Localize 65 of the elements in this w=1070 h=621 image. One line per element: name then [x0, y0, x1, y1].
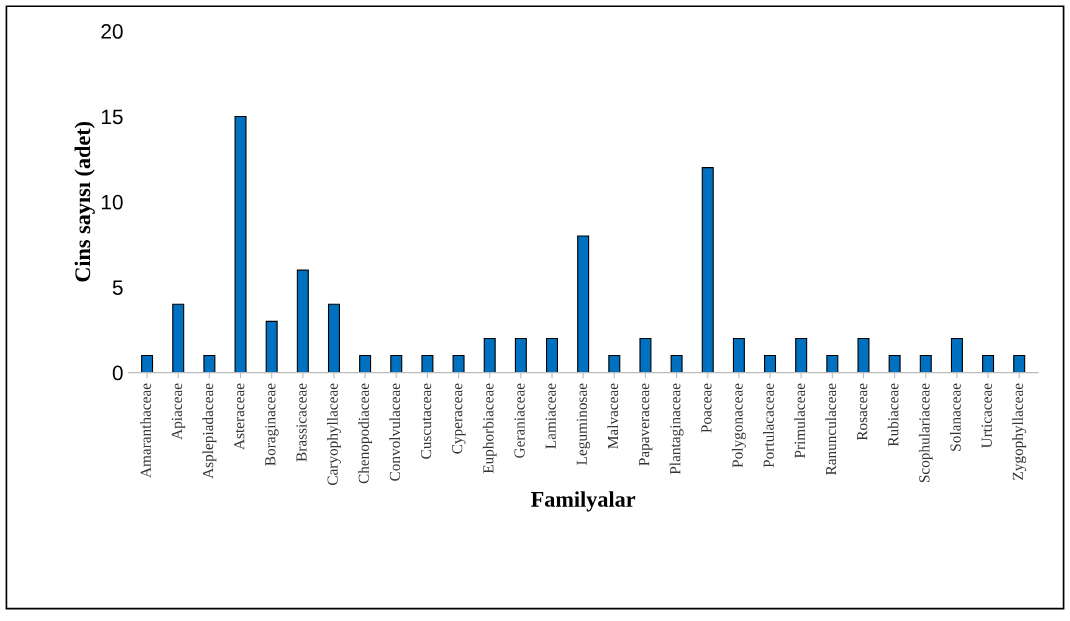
bar: [888, 354, 901, 373]
bar: [296, 269, 309, 373]
x-tick-label: Asteraceae: [234, 383, 245, 450]
x-tick-label: Asplepiadaceae: [202, 383, 217, 479]
bar: [265, 320, 278, 373]
x-tick-label: Rubiaceae: [887, 383, 899, 447]
x-tick-label: Malvaceae: [607, 383, 619, 449]
bar: [732, 337, 745, 373]
x-tick-label: Ranunculaceae: [825, 383, 837, 476]
bar: [639, 337, 652, 373]
x-tick-label: Polygonaceae: [731, 383, 746, 468]
bar: [764, 354, 777, 373]
bar: [826, 354, 839, 373]
x-tick-label: Poaceae: [701, 383, 712, 433]
x-tick-label: Urticaceae: [981, 383, 992, 448]
y-tick-label: 5: [112, 280, 123, 295]
x-tick-label: Leguminosae: [576, 383, 591, 465]
bar: [577, 235, 590, 373]
bar: [452, 354, 465, 373]
x-tick-label: Chenopodiaceae: [358, 383, 373, 484]
y-tick-label: 0: [112, 365, 123, 381]
x-tick-label: Plantaginaceae: [669, 383, 684, 475]
x-tick-label: Solanaceae: [949, 383, 961, 451]
bar: [857, 337, 870, 373]
bar: [172, 303, 185, 373]
y-tick-label: 10: [101, 194, 123, 210]
x-axis-title: Familyalar: [531, 491, 636, 512]
bar: [203, 354, 216, 373]
x-tick-label: Geraniaceae: [514, 383, 525, 458]
bar: [982, 354, 995, 373]
bar: [234, 115, 247, 373]
bar: [421, 354, 434, 373]
x-tick-label: Portulacaceae: [763, 383, 774, 468]
bar: [670, 354, 683, 373]
bar: [608, 354, 621, 373]
x-tick-label: Zygophyllaceae: [1012, 383, 1027, 480]
x-tick-label: Apiaceae: [171, 383, 186, 440]
x-tick-label: Boraginaceae: [265, 383, 279, 466]
bar: [483, 337, 496, 373]
bar: [327, 303, 340, 373]
x-tick-label: Primulaceae: [794, 383, 806, 459]
x-tick-label: Brassicaceae: [296, 383, 307, 462]
x-tick-label: Convolvulaceae: [389, 383, 401, 481]
bar: [919, 354, 932, 373]
y-tick-label: 15: [101, 109, 123, 125]
bar: [701, 167, 714, 373]
bar: [514, 337, 527, 373]
x-tick-label: Cyperaceae: [452, 383, 466, 454]
x-tick-label: Caryophyllaceae: [327, 383, 341, 486]
x-tick-label: Amaranthaceae: [140, 383, 151, 478]
bar: [141, 354, 154, 373]
bar: [359, 354, 372, 373]
bar: [545, 337, 559, 373]
x-tick-label: Rosaceae: [857, 383, 868, 441]
x-tick-label: Euphorbiaceae: [482, 383, 497, 474]
x-tick-label: Papaveraceae: [639, 383, 653, 466]
x-tick-label: Lamiaceae: [545, 383, 556, 449]
y-axis-title: Cins sayısı (adet): [74, 121, 95, 282]
x-tick-label: Cuscutaceae: [420, 383, 432, 459]
y-tick-label: 20: [101, 24, 123, 39]
bar: [950, 337, 963, 373]
bar: [390, 354, 403, 373]
x-tick-label: Scophulariaceae: [918, 383, 933, 483]
bar: [795, 337, 808, 373]
bar: [1013, 354, 1026, 373]
